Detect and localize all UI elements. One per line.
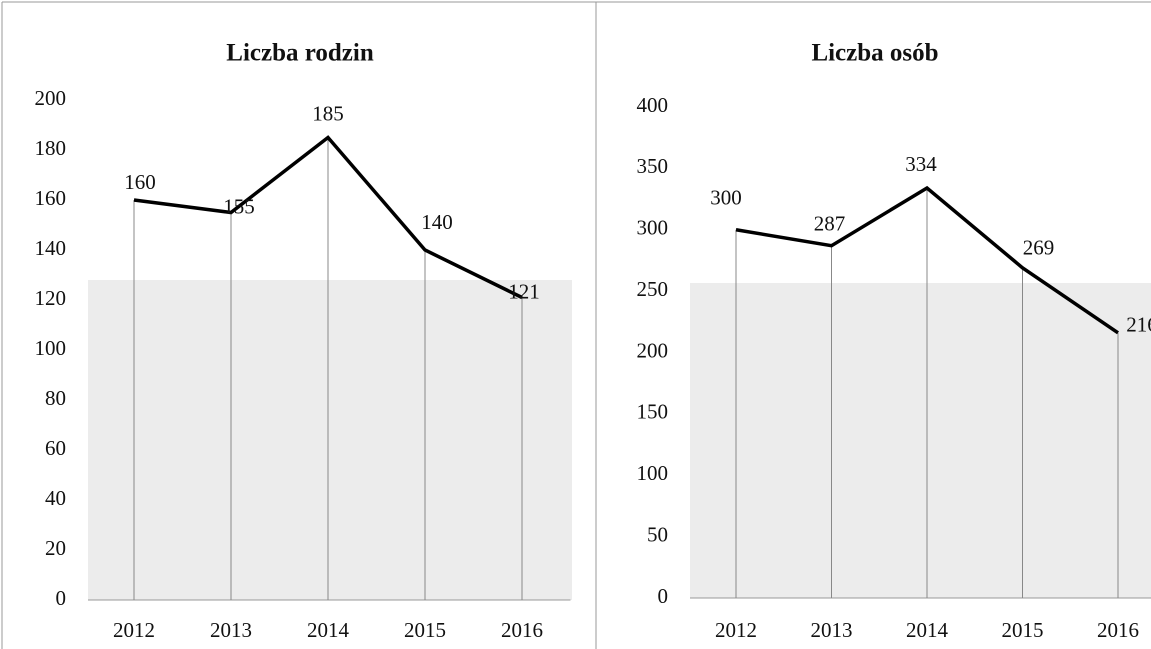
x-tick-label: 2012 bbox=[113, 618, 155, 642]
x-tick-label: 2014 bbox=[906, 618, 949, 642]
y-tick-label: 100 bbox=[637, 461, 669, 485]
data-label: 160 bbox=[124, 170, 156, 194]
y-tick-label: 40 bbox=[45, 486, 66, 510]
y-tick-label: 300 bbox=[637, 216, 669, 240]
y-tick-label: 160 bbox=[35, 186, 67, 210]
y-tick-label: 200 bbox=[637, 338, 669, 362]
scan-shading bbox=[690, 283, 1151, 598]
y-tick-label: 180 bbox=[35, 136, 67, 160]
data-label: 269 bbox=[1023, 236, 1055, 260]
y-tick-label: 20 bbox=[45, 536, 66, 560]
y-tick-label: 250 bbox=[637, 277, 669, 301]
y-tick-label: 80 bbox=[45, 386, 66, 410]
chart-title: Liczba osób bbox=[811, 40, 938, 67]
y-tick-label: 150 bbox=[637, 400, 669, 424]
y-tick-label: 50 bbox=[647, 522, 668, 546]
y-tick-label: 0 bbox=[56, 586, 67, 610]
scan-shading bbox=[88, 280, 572, 600]
data-label: 300 bbox=[710, 186, 742, 210]
x-tick-label: 2012 bbox=[715, 618, 757, 642]
data-label: 155 bbox=[223, 194, 255, 218]
x-tick-label: 2016 bbox=[1097, 618, 1139, 642]
y-tick-label: 60 bbox=[45, 436, 66, 460]
y-tick-label: 350 bbox=[637, 154, 669, 178]
x-tick-label: 2013 bbox=[210, 618, 252, 642]
data-label: 121 bbox=[508, 279, 540, 303]
y-tick-label: 100 bbox=[35, 336, 67, 360]
x-tick-label: 2014 bbox=[307, 618, 350, 642]
data-label: 216 bbox=[1126, 313, 1151, 337]
y-tick-label: 200 bbox=[35, 86, 67, 110]
x-tick-label: 2013 bbox=[811, 618, 853, 642]
data-label: 287 bbox=[814, 212, 846, 236]
y-tick-label: 120 bbox=[35, 286, 67, 310]
data-label: 185 bbox=[312, 101, 344, 125]
y-tick-label: 0 bbox=[658, 584, 669, 608]
data-line bbox=[133, 135, 523, 300]
x-tick-label: 2015 bbox=[404, 618, 446, 642]
data-label: 334 bbox=[905, 152, 937, 176]
x-tick-label: 2016 bbox=[501, 618, 543, 642]
x-tick-label: 2015 bbox=[1002, 618, 1044, 642]
y-tick-label: 400 bbox=[637, 93, 669, 117]
data-line bbox=[735, 185, 1119, 335]
data-label: 140 bbox=[421, 210, 453, 234]
chart-title: Liczba rodzin bbox=[226, 40, 374, 67]
y-tick-label: 140 bbox=[35, 236, 67, 260]
